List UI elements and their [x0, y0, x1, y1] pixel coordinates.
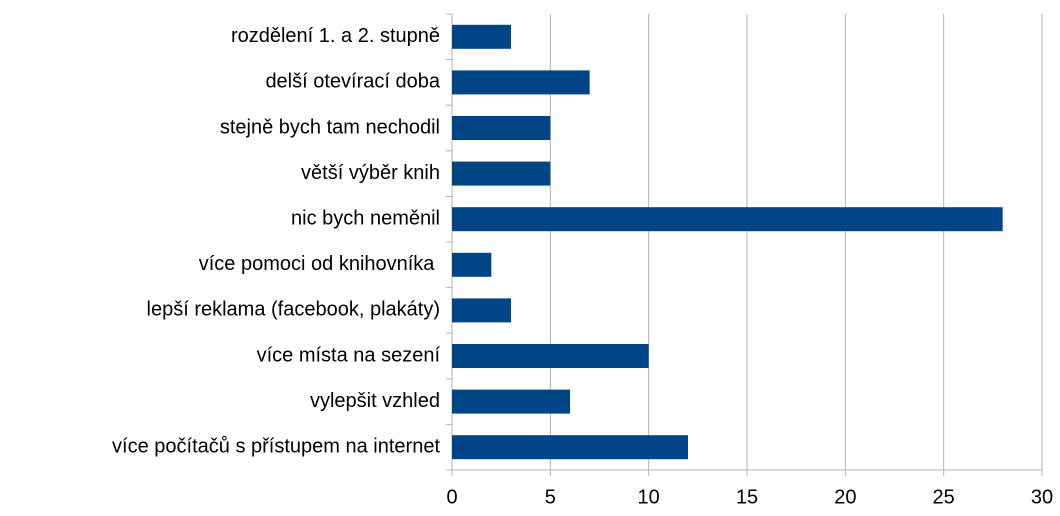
x-tick-label: 10	[638, 486, 660, 508]
x-tick-label: 30	[1031, 486, 1053, 508]
y-tick-label: více místa na sezení	[257, 344, 441, 366]
x-tick-label: 0	[446, 486, 457, 508]
bar	[452, 252, 492, 277]
y-tick-label: stejně bych tam nechodil	[220, 116, 440, 138]
y-tick-label: nic bych neměnil	[291, 207, 440, 229]
y-tick-label: delší otevírací doba	[265, 71, 440, 93]
bar	[452, 161, 551, 186]
bar	[452, 298, 511, 323]
y-tick-label: vylepšit vzhled	[310, 390, 440, 412]
y-tick-label: rozdělení 1. a 2. stupně	[231, 25, 440, 47]
bar	[452, 344, 649, 368]
y-tick-label: lepší reklama (facebook, plakáty)	[147, 299, 440, 321]
y-tick-label: více pomoci od knihovníka	[199, 253, 440, 275]
x-tick-label: 20	[834, 486, 856, 508]
y-tick-label: více počítačů s přístupem na internet	[112, 435, 440, 457]
x-tick-label: 15	[736, 486, 758, 508]
bar	[452, 24, 511, 49]
y-tick-label: větší výběr knih	[301, 162, 440, 184]
bar	[452, 389, 570, 414]
bar	[452, 435, 688, 460]
bar	[452, 116, 551, 140]
x-tick-label: 25	[933, 486, 955, 508]
bar	[452, 207, 1003, 232]
bar	[452, 70, 590, 95]
x-tick-label: 5	[545, 486, 556, 508]
